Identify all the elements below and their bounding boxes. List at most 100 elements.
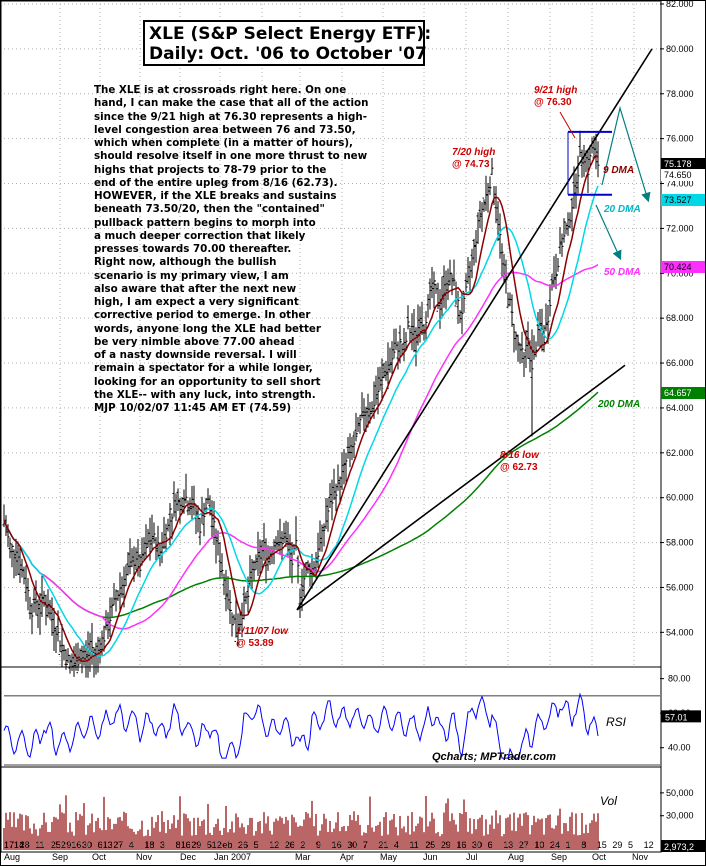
rsi-line [3,692,599,760]
x-day-label: 30 [472,840,482,850]
volume-panel [0,766,662,853]
x-day-label: 7 [363,840,368,850]
x-month-label: Aug [508,852,524,862]
price-bars [2,130,600,678]
commentary-line: of a nasty downside reversal. I will [94,349,297,361]
x-day-label: 10 [534,840,544,850]
x-day-label: 16 [332,840,342,850]
x-month-label: Jun [423,852,438,862]
chart-subtitle: Daily: Oct. '06 to October '07 [149,44,427,64]
x-day-label: 4 [394,840,399,850]
x-month-label: Oct [592,852,607,862]
x-month-label: Dec [180,852,197,862]
x-day-label: 12 [269,840,279,850]
chart-title-box: XLE (S&P Select Energy ETF): Daily: Oct.… [143,20,432,66]
price-tick-label: 70.000 [666,268,694,278]
x-day-label: 8 [581,840,586,850]
commentary-line: Right now, although the bullish [94,256,277,269]
last-value-text: 70.424 [664,262,692,272]
commentary-line: pullback pattern begins to morph into [94,216,316,229]
x-day-label: 1714 [4,840,24,850]
ma9-line [3,154,599,663]
x-day-label: 30 [82,840,92,850]
rsi-last-value: 57.01 [665,712,688,722]
x-month-label: Aug [4,852,20,862]
commentary-line: HOWEVER, if the XLE breaks and sustains [94,190,337,202]
price-tick-label: 62.000 [666,448,694,458]
commentary-line: The XLE is at crossroads right here. On … [94,84,347,96]
x-day-label: 11 [410,840,419,850]
x-day-label: 613 [98,840,113,850]
price-tick-label: 56.000 [666,582,694,592]
rsi-tick-label: 40.00 [668,743,691,753]
x-day-label: 1 [566,840,571,850]
price-y-axis: 82.000 80.000 78.000 76.000 74.000 72.000 70.0… [660,0,694,637]
x-month-label: May [380,852,398,862]
annotation-value: @ 62.73 [500,462,538,473]
volume-label: Vol [600,794,617,808]
commentary-line: highs that projects to 78-79 prior to th… [94,163,327,176]
x-day-label: 18 [144,840,154,850]
chart-title: XLE (S&P Select Energy ETF): [149,24,432,44]
commentary-line: corrective period to emerge. In other [94,309,311,322]
x-month-label: Nov [632,852,649,862]
volume-last-value: 2,973,2 [664,842,694,852]
annotation-label: 8/16 low [500,450,540,461]
x-day-label: 29 [612,840,622,850]
volume-tick-label: 50,000 [666,788,694,798]
x-day-label: 4 [129,840,134,850]
commentary-line: words, anyone long the XLE had better [94,322,321,335]
commentary-line: should resolve itself in one more thrust… [94,150,368,163]
x-day-label: 816 [176,840,191,850]
commentary-line: the XLE-- with any luck, into strength. [94,388,316,401]
last-value-box [661,261,705,273]
x-day-label: 11 [35,840,44,850]
commentary-line: high, I am expect a very significant [94,296,299,308]
x-day-label: 13 [503,840,513,850]
rsi-last-box [661,710,701,723]
price-tick-label: 76.000 [666,134,694,144]
commentary-line: level congestion area between 76 and 73.… [94,123,356,136]
x-day-label: 29 [191,840,201,850]
price-tick-label: 64.000 [666,403,694,413]
x-month-label: Apr [340,852,354,862]
x-day-label: 27 [519,840,529,850]
x-day-label: eb [222,840,232,850]
annotation-label: 9/21 high [534,85,577,96]
x-day-label: 2 [300,840,305,850]
annotation-value: @ 53.89 [236,638,274,649]
last-value-box [661,169,705,181]
x-day-label: 30 [347,840,357,850]
x-day-label: 5 [254,840,259,850]
x-day-label: 252 [51,840,66,850]
commentary-line: also aware that after the next new [94,282,297,295]
rsi-tick-label: 80.00 [668,674,691,684]
price-tick-label: 68.000 [666,313,694,323]
ma20-line [3,185,599,657]
x-day-label: 16 [456,840,466,850]
x-month-label: Nov [136,852,153,862]
price-tick-label: 78.000 [666,89,694,99]
x-month-label: Jul [466,852,478,862]
x-day-label: 3 [160,840,165,850]
commentary-line: hand, I can make the case that all of th… [94,97,369,110]
chart-credit: Qcharts; MPTrader.com [432,751,556,763]
annotation-label: 7/20 high [452,147,495,158]
ma50-label: 50 DMA [604,267,641,278]
rsi-label: RSI [606,715,627,729]
bearish-projection-arrow [595,204,622,261]
x-day-label: 21 [378,840,388,850]
x-day-label: 26 [285,840,295,850]
price-tick-label: 74.000 [666,179,694,189]
commentary-line: be very nimble above 77.00 ahead [94,335,295,348]
commentary-line: remain a spectator for a while longer, [94,362,313,375]
volume-last-box [661,840,705,852]
annotations: 9/21 high@ 76.30 7/20 high@ 74.73 8/16 low… [236,85,577,649]
price-tick-label: 60.000 [666,493,694,503]
price-tick-label: 66.000 [666,358,694,368]
commentary-line: a much deeper correction that likely [94,229,306,242]
x-day-label: 26 [238,840,248,850]
